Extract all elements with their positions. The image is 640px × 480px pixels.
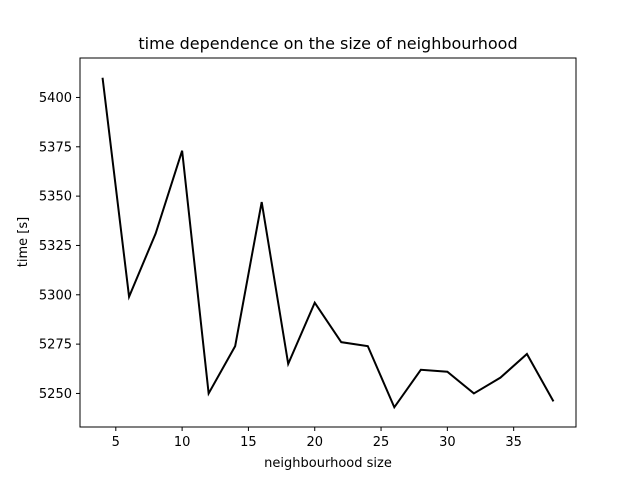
y-tick-label: 5400 [39,91,72,106]
y-tick-label: 5275 [39,338,72,353]
x-axis-label: neighbourhood size [264,456,392,471]
series-line [101,77,555,410]
y-tick-label: 5325 [39,239,72,254]
chart-title: time dependence on the size of neighbour… [138,34,517,53]
y-tick-label: 5350 [39,190,72,205]
x-tick-label: 30 [439,435,456,450]
y-tick-label: 5250 [39,387,72,402]
x-tick-label: 15 [240,435,257,450]
y-axis: 5250 5275 5300 5325 5350 5375 5400 [39,91,80,402]
x-tick-label: 5 [112,435,120,450]
y-axis-label: time [s] [16,217,31,267]
x-tick-label: 10 [174,435,191,450]
x-tick-label: 25 [373,435,390,450]
x-tick-label: 35 [505,435,522,450]
y-tick-label: 5300 [39,288,72,303]
plot-frame [79,57,577,428]
y-tick-label: 5375 [39,140,72,155]
plot-series [101,77,555,410]
x-axis: 5 10 15 20 25 30 35 [112,427,522,450]
x-tick-label: 20 [306,435,323,450]
